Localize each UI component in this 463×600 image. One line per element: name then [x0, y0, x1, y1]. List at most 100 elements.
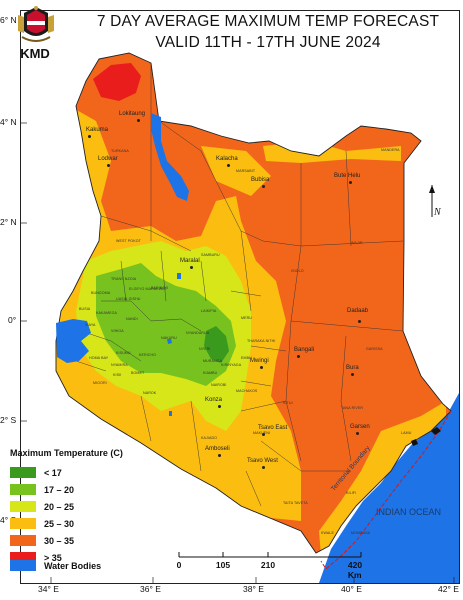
kenya-outline — [55, 52, 452, 554]
place-dot — [190, 266, 193, 269]
county-label: MAKUENI — [253, 431, 270, 435]
place-dot — [349, 181, 352, 184]
map-title-line-2: VALID 11TH - 17TH JUNE 2024 — [155, 34, 381, 51]
place-label: Bangali — [294, 347, 315, 353]
county-label: NYANDARUA — [186, 331, 210, 335]
county-label: MANDERA — [381, 148, 400, 152]
scale-bar-graphic — [178, 552, 362, 558]
legend: Maximum Temperature (C) < 17 17 – 20 20 … — [10, 448, 170, 566]
place-dot — [218, 454, 221, 457]
county-label: KIRINYAGA — [221, 363, 242, 367]
county-label: KIAMBU — [203, 371, 218, 375]
map-title-line-1: 7 DAY AVERAGE MAXIMUM TEMP FORECAST — [96, 13, 440, 30]
county-label: SIAYA — [85, 323, 96, 327]
legend-item-water: Water Bodies — [10, 560, 101, 571]
place-label: Lokitaung — [119, 111, 146, 117]
place-label: Dadaab — [347, 308, 369, 314]
county-label: MERU — [241, 316, 252, 320]
place-dot — [107, 164, 110, 167]
place-label: Bura — [346, 365, 359, 371]
place-dot — [260, 366, 263, 369]
legend-swatch — [10, 552, 36, 563]
county-label: KISUMU — [116, 351, 131, 355]
legend-label: Water Bodies — [44, 560, 102, 571]
lake-turkana — [151, 113, 189, 201]
lon-label: 40° E — [341, 584, 362, 594]
county-label: TRANS NZOIA — [111, 277, 137, 281]
scale-label: 210 — [260, 560, 276, 570]
county-label: LAMU — [401, 431, 412, 435]
place-label: Konza — [205, 397, 223, 403]
county-boundaries — [75, 63, 404, 507]
legend-swatch — [10, 484, 36, 495]
zone-17-20 — [96, 263, 236, 386]
county-label: MOMBASA — [351, 531, 371, 535]
county-label: BUSIA — [79, 307, 91, 311]
legend-item: 17 – 20 — [10, 481, 170, 498]
lat-label: 4° N — [0, 117, 17, 127]
lake-magadi — [169, 411, 172, 416]
lon-label: 38° E — [243, 584, 264, 594]
place-label: Bute Helu — [334, 173, 361, 179]
county-label: SAMBURU — [201, 253, 220, 257]
legend-label: < 17 — [44, 467, 62, 478]
legend-label: 25 – 30 — [44, 518, 75, 529]
svg-text:N: N — [433, 207, 442, 218]
lat-label: 2° N — [0, 217, 17, 227]
place-label: Mwingi — [250, 358, 269, 364]
lon-label: 34° E — [38, 584, 59, 594]
north-arrow-icon: N — [420, 183, 448, 227]
county-label: WEST POKOT — [116, 239, 141, 243]
place-dot — [297, 355, 300, 358]
place-dot — [137, 119, 140, 122]
kmd-coat-of-arms-icon — [12, 5, 60, 63]
scale-label: 0 — [176, 560, 182, 570]
legend-item: 30 – 35 — [10, 532, 170, 549]
county-label: KAKAMEGA — [96, 311, 117, 315]
place-label: Tsavo West — [247, 458, 278, 464]
county-label: MIGORI — [93, 381, 107, 385]
county-label: GARISSA — [366, 347, 383, 351]
place-label: Garsen — [350, 424, 370, 430]
lon-label: 42° E — [438, 584, 459, 594]
county-label: MARSABIT — [236, 169, 256, 173]
place-dot — [227, 164, 230, 167]
lat-label: 2° S — [0, 415, 17, 425]
coat-of-arms-graphic — [18, 6, 54, 42]
zone-25-30-marsabit — [201, 146, 271, 196]
legend-title: Maximum Temperature (C) — [10, 448, 123, 458]
county-label: NYERI — [199, 347, 211, 351]
county-label: ISIOLO — [291, 269, 304, 273]
county-label: KERICHO — [139, 353, 157, 357]
county-label: BUNGOMA — [91, 291, 111, 295]
county-label: NAKURU — [161, 336, 177, 340]
place-dot — [262, 185, 265, 188]
lon-label: 36° E — [140, 584, 161, 594]
legend-label: > 35 — [44, 552, 62, 563]
indian-ocean-area — [319, 371, 459, 583]
county-label: NYAMIRA — [111, 363, 128, 367]
ocean-label: INDIAN OCEAN — [376, 507, 442, 517]
place-label: Bubisa — [251, 177, 270, 183]
place-dot — [262, 466, 265, 469]
legend-label: 20 – 25 — [44, 501, 75, 512]
lat-label: 0° — [8, 315, 17, 325]
county-label: THARAKA NITHI — [247, 339, 276, 343]
place-label: Amboseli — [205, 446, 230, 452]
kenya-temperature-map — [21, 20, 459, 583]
lake-naivasha — [167, 339, 172, 344]
lat-label: 6° N — [0, 15, 17, 25]
county-label: BOMET — [131, 371, 145, 375]
county-label: KISII — [113, 373, 122, 377]
county-label: NAIROBI — [211, 383, 227, 387]
place-dot — [356, 432, 359, 435]
place-dot — [358, 320, 361, 323]
legend-label: 17 – 20 — [44, 484, 75, 495]
legend-swatch — [10, 501, 36, 512]
map-frame: TURKANA MARSABIT MANDERA WAJIR SAMBURU I… — [20, 10, 460, 584]
place-dot — [88, 135, 91, 138]
county-label: TAITA TAVETA — [283, 501, 308, 505]
scale-label: 105 — [215, 560, 231, 570]
zone-below-17 — [204, 326, 229, 363]
